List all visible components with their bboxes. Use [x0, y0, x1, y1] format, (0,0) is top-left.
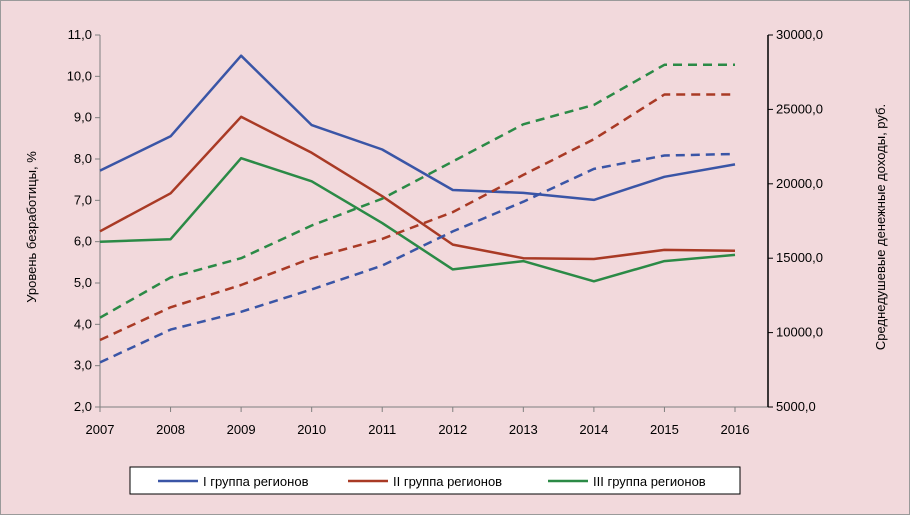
- y2-tick-label: 10000,0: [776, 325, 823, 340]
- income-line-2: [99, 93, 735, 342]
- y-tick-label: 3,0: [74, 358, 92, 373]
- axes-layer: 2,0 3,0 4,0 5,0 6,0 7,0 8,0 9,0 10,0 11,0 5000,0 10…: [67, 27, 823, 437]
- y2-tick-label: 15000,0: [776, 250, 823, 265]
- y-tick-label: 2,0: [74, 399, 92, 414]
- y-tick-label: 8,0: [74, 151, 92, 166]
- income-line-1: [99, 152, 736, 364]
- income-line-3: [99, 63, 735, 319]
- y-tick-label: 5,0: [74, 275, 92, 290]
- y2-axis-title: Среднедушевые денежные доходы, руб.: [873, 104, 888, 350]
- legend-label: I группа регионов: [203, 474, 309, 489]
- x-tick-label: 2015: [650, 422, 679, 437]
- x-tick-label: 2010: [297, 422, 326, 437]
- x-tick-label: 2013: [509, 422, 538, 437]
- legend: I группа регионов II группа регионов III г…: [129, 466, 741, 495]
- y-tick-label: 7,0: [74, 192, 92, 207]
- y2-tick-label: 5000,0: [776, 399, 816, 414]
- x-tick-label: 2014: [579, 422, 608, 437]
- x-tick-label: 2007: [86, 422, 115, 437]
- x-tick-label: 2008: [156, 422, 185, 437]
- y-tick-label: 4,0: [74, 316, 92, 331]
- legend-box: [129, 466, 741, 495]
- series-layer: [99, 54, 736, 364]
- unemployment-line-2: [99, 115, 736, 261]
- y-tick-label: 6,0: [74, 234, 92, 249]
- legend-label: III группа регионов: [593, 474, 706, 489]
- unemployment-line-3: [99, 156, 736, 283]
- x-tick-label: 2012: [438, 422, 467, 437]
- y-tick-label: 11,0: [68, 27, 92, 42]
- y-axis-title: Уровень безработицы, %: [24, 151, 39, 303]
- x-tick-label: 2009: [227, 422, 256, 437]
- x-tick-label: 2011: [368, 422, 396, 437]
- legend-label: II группа регионов: [393, 474, 502, 489]
- y-tick-label: 10,0: [67, 68, 92, 83]
- x-tick-label: 2016: [721, 422, 750, 437]
- unemployment-line-1: [99, 54, 736, 202]
- y2-tick-label: 25000,0: [776, 101, 823, 116]
- y2-tick-label: 30000,0: [776, 27, 823, 42]
- y2-tick-label: 20000,0: [776, 176, 823, 191]
- y-tick-label: 9,0: [74, 110, 92, 125]
